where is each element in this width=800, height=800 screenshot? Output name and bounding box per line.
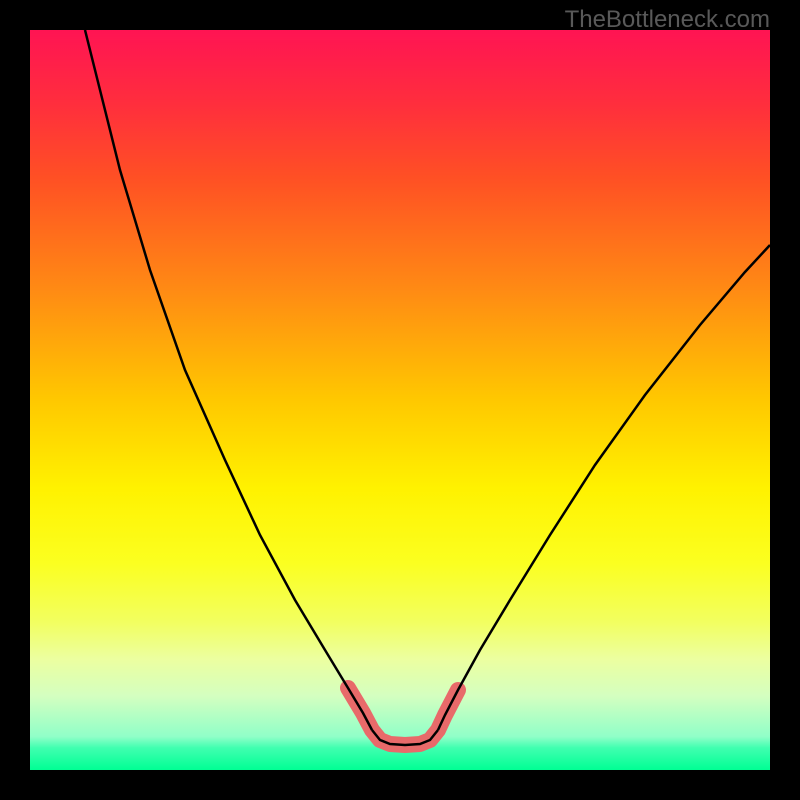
curve-overlay	[30, 30, 770, 770]
plot-area	[30, 30, 770, 770]
chart-container: TheBottleneck.com	[0, 0, 800, 800]
watermark-text: TheBottleneck.com	[565, 6, 770, 34]
